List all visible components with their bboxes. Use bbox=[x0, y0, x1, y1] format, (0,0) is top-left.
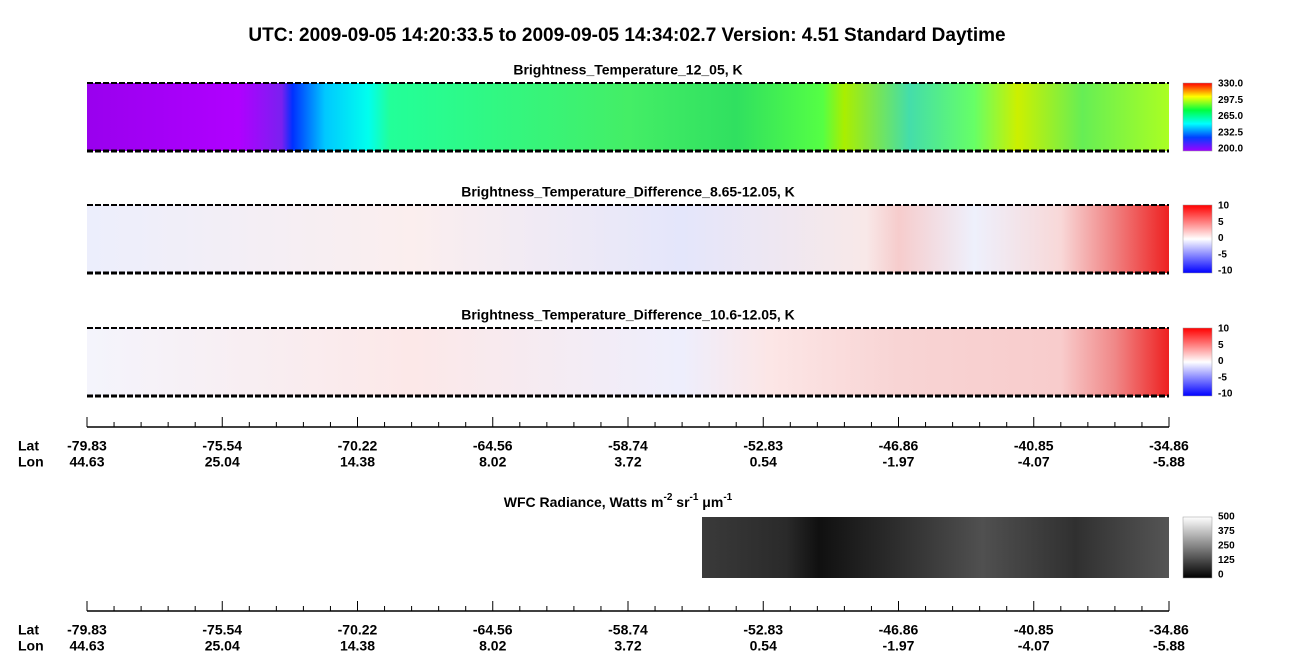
lat-value: -58.74 bbox=[608, 622, 648, 638]
lat-value: -64.56 bbox=[473, 622, 513, 638]
panel-image bbox=[87, 83, 1169, 151]
colorbar-label: 5 bbox=[1218, 340, 1224, 351]
lat-label: Lat bbox=[18, 438, 39, 454]
lat-value: -64.56 bbox=[473, 438, 513, 454]
lon-value: -1.97 bbox=[883, 454, 915, 470]
lat-value: -52.83 bbox=[743, 622, 783, 638]
lon-value: 44.63 bbox=[69, 454, 104, 470]
lon-value: 25.04 bbox=[205, 454, 240, 470]
colorbar-label: 0 bbox=[1218, 356, 1224, 367]
lon-value: 3.72 bbox=[614, 638, 641, 654]
panel-title: Brightness_Temperature_Difference_8.65-1… bbox=[461, 184, 795, 200]
colorbar bbox=[1182, 516, 1213, 579]
lon-label: Lon bbox=[18, 638, 44, 654]
colorbar-label: 250 bbox=[1218, 541, 1235, 552]
panel-title: Brightness_Temperature_12_05, K bbox=[513, 62, 742, 78]
colorbar-label: -5 bbox=[1218, 372, 1227, 383]
lat-label: Lat bbox=[18, 622, 39, 638]
colorbar-label: -10 bbox=[1218, 266, 1233, 277]
panel-image bbox=[87, 328, 1169, 396]
lon-value: 25.04 bbox=[205, 638, 240, 654]
lat-value: -34.86 bbox=[1149, 438, 1189, 454]
lat-value: -40.85 bbox=[1014, 438, 1054, 454]
lat-value: -58.74 bbox=[608, 438, 648, 454]
title-part: sr bbox=[672, 494, 690, 510]
colorbar-label: -5 bbox=[1218, 249, 1227, 260]
colorbar-label: 0 bbox=[1218, 233, 1224, 244]
lon-value: 0.54 bbox=[750, 638, 777, 654]
colorbar-label: 500 bbox=[1218, 512, 1235, 523]
title-part: μm bbox=[698, 494, 723, 510]
lat-value: -75.54 bbox=[202, 438, 242, 454]
lon-value: -5.88 bbox=[1153, 454, 1185, 470]
lon-value: 0.54 bbox=[750, 454, 777, 470]
colorbar-label: 0 bbox=[1218, 570, 1224, 581]
lat-value: -46.86 bbox=[879, 622, 919, 638]
lon-value: -1.97 bbox=[883, 638, 915, 654]
lat-value: -70.22 bbox=[338, 438, 378, 454]
lon-value: 14.38 bbox=[340, 638, 375, 654]
lon-label: Lon bbox=[18, 454, 44, 470]
lon-value: 44.63 bbox=[69, 638, 104, 654]
lat-value: -79.83 bbox=[67, 438, 107, 454]
colorbar-label: 10 bbox=[1218, 201, 1230, 212]
lon-value: 8.02 bbox=[479, 454, 506, 470]
wfc-image bbox=[702, 517, 1169, 578]
colorbar-label: 297.5 bbox=[1218, 95, 1243, 106]
lat-value: -79.83 bbox=[67, 622, 107, 638]
colorbar-label: 10 bbox=[1218, 324, 1230, 335]
lat-value: -52.83 bbox=[743, 438, 783, 454]
colorbar-label: -10 bbox=[1218, 389, 1233, 400]
colorbar-label: 125 bbox=[1218, 555, 1235, 566]
colorbar-label: 330.0 bbox=[1218, 79, 1243, 90]
lon-value: -5.88 bbox=[1153, 638, 1185, 654]
colorbar bbox=[1182, 82, 1213, 152]
colorbar bbox=[1182, 327, 1213, 397]
superscript: -2 bbox=[663, 492, 672, 503]
lon-value: -4.07 bbox=[1018, 638, 1050, 654]
figure-title: UTC: 2009-09-05 14:20:33.5 to 2009-09-05… bbox=[248, 25, 1005, 46]
colorbar bbox=[1182, 204, 1213, 274]
lat-value: -46.86 bbox=[879, 438, 919, 454]
lon-value: 14.38 bbox=[340, 454, 375, 470]
wfc-title: WFC Radiance, Watts m-2 sr-1 μm-1 bbox=[504, 492, 733, 510]
lat-value: -70.22 bbox=[338, 622, 378, 638]
lat-value: -34.86 bbox=[1149, 622, 1189, 638]
colorbar-label: 375 bbox=[1218, 526, 1235, 537]
colorbar-label: 200.0 bbox=[1218, 144, 1243, 155]
title-part: WFC Radiance, Watts m bbox=[504, 494, 664, 510]
superscript: -1 bbox=[723, 492, 732, 503]
lon-value: 3.72 bbox=[614, 454, 641, 470]
lat-value: -40.85 bbox=[1014, 622, 1054, 638]
lat-value: -75.54 bbox=[202, 622, 242, 638]
colorbar-label: 5 bbox=[1218, 217, 1224, 228]
panel-title: Brightness_Temperature_Difference_10.6-1… bbox=[461, 307, 795, 323]
lon-value: 8.02 bbox=[479, 638, 506, 654]
colorbar-label: 265.0 bbox=[1218, 111, 1243, 122]
panel-image bbox=[87, 205, 1169, 273]
lon-value: -4.07 bbox=[1018, 454, 1050, 470]
superscript: -1 bbox=[690, 492, 699, 503]
colorbar-label: 232.5 bbox=[1218, 127, 1243, 138]
